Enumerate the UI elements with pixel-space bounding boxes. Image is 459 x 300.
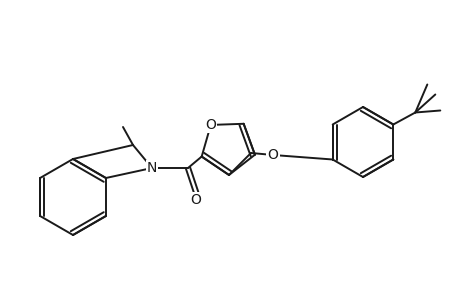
Text: O: O	[205, 118, 216, 132]
Text: O: O	[190, 193, 201, 207]
Text: O: O	[267, 148, 278, 162]
Text: N: N	[146, 161, 157, 175]
